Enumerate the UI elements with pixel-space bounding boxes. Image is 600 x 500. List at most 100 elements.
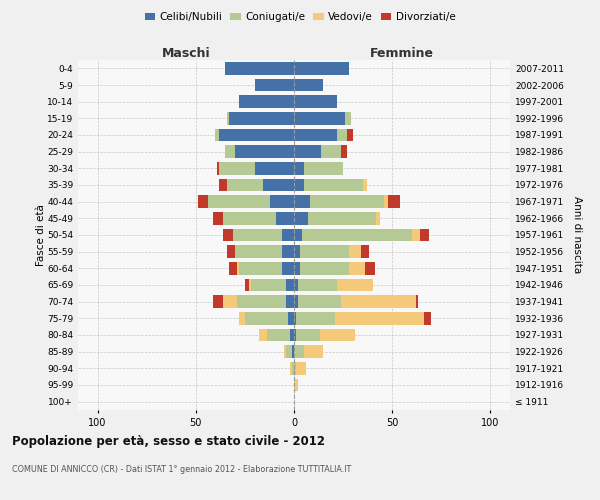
Text: Maschi: Maschi — [161, 47, 211, 60]
Bar — [282, 262, 294, 274]
Bar — [263, 179, 294, 191]
Bar — [294, 212, 308, 224]
Bar — [341, 146, 347, 158]
Bar — [294, 196, 310, 208]
Bar — [300, 262, 349, 274]
Bar — [266, 329, 290, 341]
Bar — [271, 196, 294, 208]
Bar — [322, 146, 341, 158]
Bar — [229, 262, 237, 274]
Bar — [376, 212, 380, 224]
Bar — [304, 162, 343, 174]
Bar — [345, 112, 351, 124]
Bar — [361, 246, 368, 258]
Bar — [294, 146, 322, 158]
Bar — [286, 346, 292, 358]
Bar — [412, 229, 419, 241]
Bar — [296, 329, 320, 341]
Bar — [294, 128, 337, 141]
Bar — [294, 329, 296, 341]
Bar — [223, 296, 237, 308]
Text: Popolazione per età, sesso e stato civile - 2012: Popolazione per età, sesso e stato civil… — [12, 435, 325, 448]
Bar — [308, 212, 376, 224]
Bar — [233, 229, 282, 241]
Bar — [385, 196, 388, 208]
Bar — [294, 379, 298, 391]
Bar — [294, 79, 323, 92]
Bar — [304, 346, 323, 358]
Bar — [294, 246, 300, 258]
Bar — [223, 212, 277, 224]
Bar — [239, 262, 282, 274]
Bar — [288, 312, 294, 324]
Bar — [284, 346, 286, 358]
Bar — [416, 296, 418, 308]
Bar — [259, 329, 266, 341]
Bar — [294, 362, 296, 374]
Bar — [341, 296, 416, 308]
Bar — [298, 279, 337, 291]
Bar — [290, 329, 294, 341]
Bar — [214, 296, 223, 308]
Bar — [337, 128, 347, 141]
Bar — [294, 179, 304, 191]
Bar — [220, 128, 294, 141]
Bar — [320, 329, 355, 341]
Bar — [208, 196, 271, 208]
Bar — [294, 346, 304, 358]
Bar — [286, 296, 294, 308]
Bar — [363, 179, 367, 191]
Bar — [235, 246, 282, 258]
Bar — [300, 246, 349, 258]
Bar — [223, 229, 233, 241]
Bar — [292, 346, 294, 358]
Bar — [227, 179, 263, 191]
Bar — [251, 279, 286, 291]
Bar — [227, 246, 235, 258]
Bar — [292, 362, 294, 374]
Bar — [217, 162, 220, 174]
Y-axis label: Fasce di età: Fasce di età — [37, 204, 46, 266]
Bar — [220, 179, 227, 191]
Bar — [239, 312, 245, 324]
Bar — [294, 62, 349, 74]
Bar — [335, 312, 424, 324]
Bar — [239, 96, 294, 108]
Bar — [294, 229, 302, 241]
Bar — [349, 262, 365, 274]
Y-axis label: Anni di nascita: Anni di nascita — [572, 196, 583, 274]
Text: COMUNE DI ANNICCO (CR) - Dati ISTAT 1° gennaio 2012 - Elaborazione TUTTITALIA.IT: COMUNE DI ANNICCO (CR) - Dati ISTAT 1° g… — [12, 465, 351, 474]
Bar — [337, 279, 373, 291]
Bar — [419, 229, 430, 241]
Bar — [294, 162, 304, 174]
Bar — [282, 246, 294, 258]
Bar — [298, 296, 341, 308]
Bar — [365, 262, 374, 274]
Bar — [282, 229, 294, 241]
Bar — [229, 112, 294, 124]
Bar — [347, 128, 353, 141]
Bar — [237, 262, 239, 274]
Bar — [424, 312, 431, 324]
Bar — [286, 279, 294, 291]
Bar — [245, 312, 288, 324]
Bar — [304, 179, 363, 191]
Bar — [220, 162, 255, 174]
Bar — [198, 196, 208, 208]
Bar — [249, 279, 251, 291]
Bar — [294, 279, 298, 291]
Bar — [294, 112, 345, 124]
Bar — [388, 196, 400, 208]
Bar — [296, 362, 306, 374]
Bar — [225, 62, 294, 74]
Bar — [227, 112, 229, 124]
Bar — [225, 146, 235, 158]
Bar — [294, 96, 337, 108]
Text: Femmine: Femmine — [370, 47, 434, 60]
Bar — [302, 229, 412, 241]
Bar — [349, 246, 361, 258]
Bar — [255, 79, 294, 92]
Bar — [255, 162, 294, 174]
Legend: Celibi/Nubili, Coniugati/e, Vedovi/e, Divorziati/e: Celibi/Nubili, Coniugati/e, Vedovi/e, Di… — [140, 8, 460, 26]
Bar — [245, 279, 249, 291]
